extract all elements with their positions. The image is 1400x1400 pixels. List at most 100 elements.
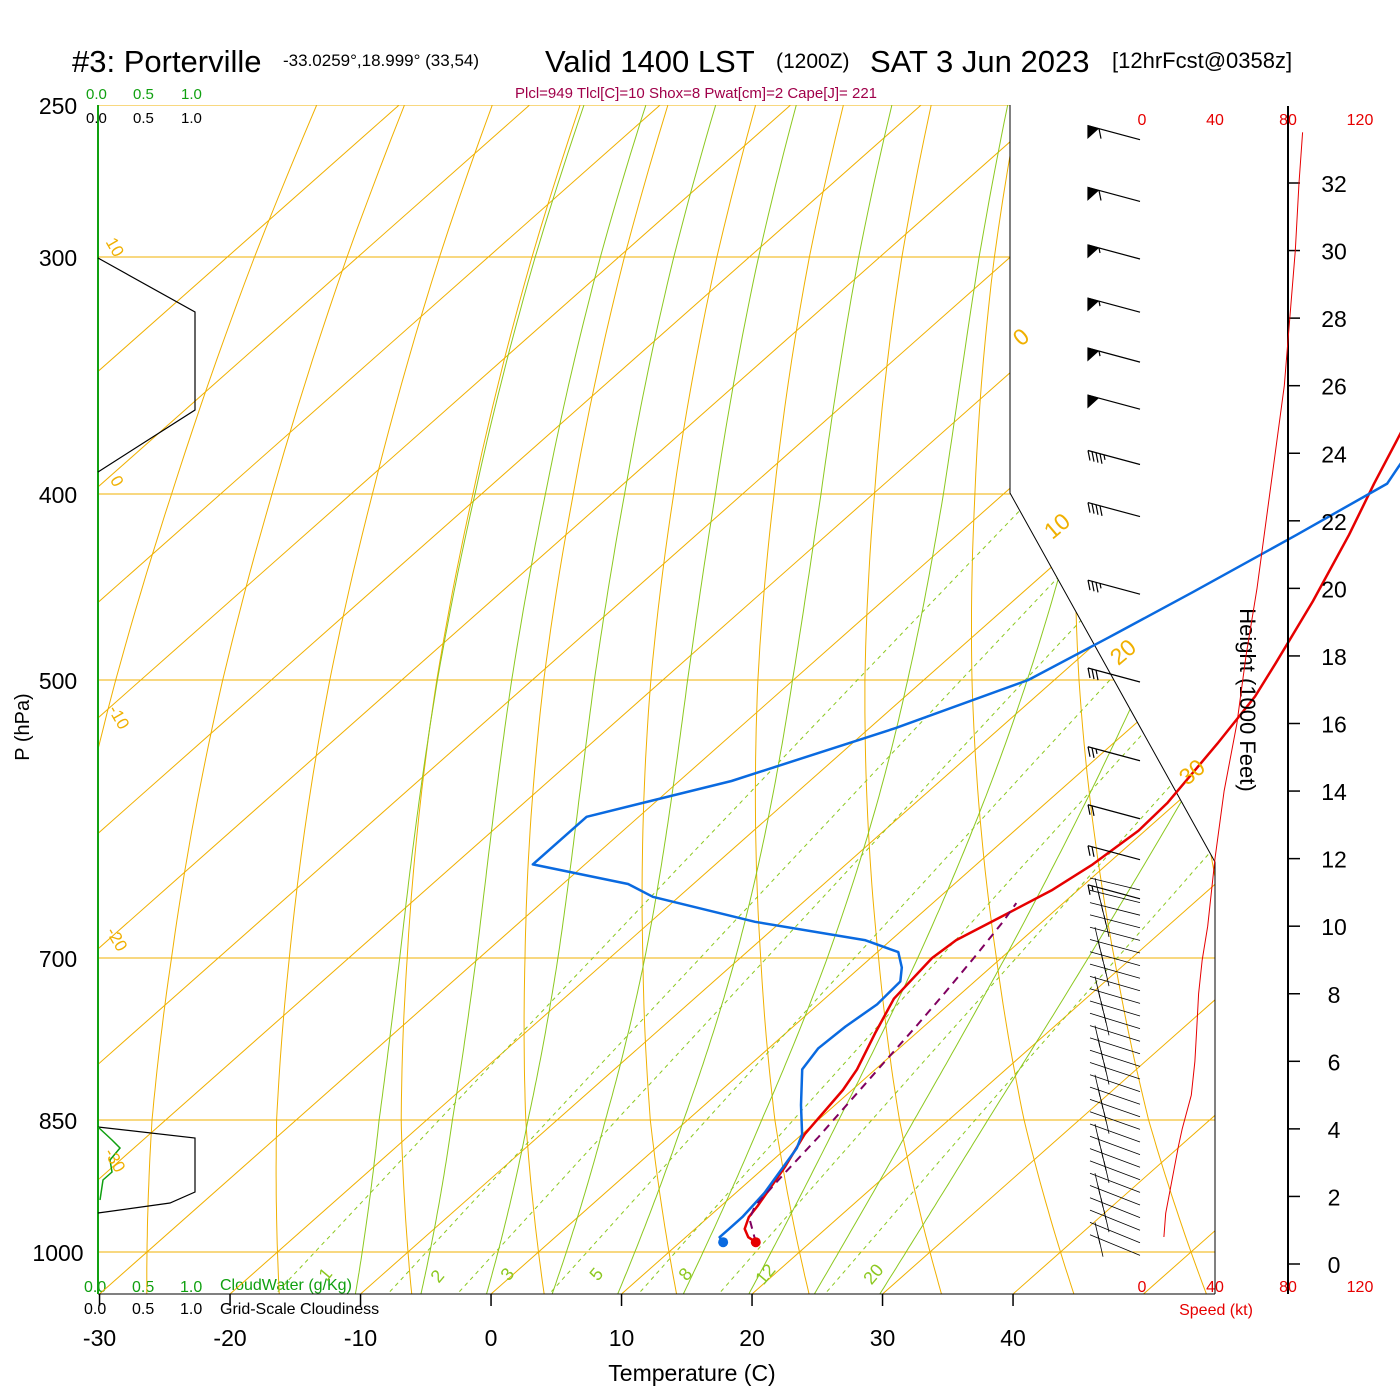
wind-barb-half-flag [1103, 454, 1106, 460]
y-axis-label: P (hPa) [12, 693, 34, 760]
wind-barb-staff [1089, 1123, 1141, 1143]
cloudiness-tick: 0.0 [84, 1301, 106, 1318]
thermodynamic-grid [98, 105, 1215, 1294]
mixing-ratio-label: 3 [497, 1264, 519, 1285]
wind-barb-staff [1087, 579, 1141, 595]
wind-barb-flag [1095, 504, 1099, 515]
temperature-tick-label: -10 [344, 1325, 377, 1351]
isotherm-label: 0 [106, 472, 127, 490]
wind-barb-staff [1089, 1000, 1141, 1017]
pressure-tick-label: 850 [39, 1108, 77, 1134]
wind-barb-staff [1089, 1025, 1141, 1042]
wind-barb-half-flag [1098, 301, 1101, 307]
pressure-tick-label: 1000 [32, 1240, 83, 1266]
wind-barb-staff [1089, 976, 1141, 992]
wind-barb-flag [1091, 581, 1095, 592]
temperature-axis: -30 -20 -10 0 10 20 30 40 [83, 1294, 1026, 1351]
wind-barb-flag [1091, 451, 1095, 462]
moist-adiabat-line [484, 105, 717, 1294]
wind-barb [1087, 449, 1141, 466]
cloudiness-tick: 1.0 [181, 110, 202, 127]
wind-barb-staff [1089, 1099, 1141, 1118]
moist-adiabat-line [876, 105, 1215, 1294]
wind-speed-profile [1163, 132, 1304, 1238]
wind-barb-flag [1087, 845, 1091, 856]
dry-adiabat-line [400, 105, 593, 1294]
cloudwater-tick: 1.0 [181, 86, 202, 103]
wind-barb [1087, 804, 1141, 820]
wind-barb-pennant [1087, 186, 1100, 201]
isotherm-label: -20 [102, 924, 131, 955]
isotherm-label: 10 [102, 234, 128, 260]
height-tick-label: 10 [1321, 914, 1347, 940]
cloudiness-tick: 0.5 [132, 1301, 154, 1318]
moist-adiabat-line [549, 105, 797, 1294]
isotherm-line [98, 105, 406, 1294]
dry-adiabat-label: 0 [1008, 323, 1035, 351]
isotherm-line [875, 105, 1215, 1294]
moist-adiabat-line [354, 105, 585, 1294]
cloudiness-tick: 1.0 [180, 1301, 202, 1318]
temperature-tick-label: 40 [1000, 1325, 1026, 1351]
wind-barb-staff [1089, 1148, 1141, 1168]
isotherm-line [353, 105, 1215, 1294]
wind-barb-flag [1095, 670, 1099, 681]
wind-barb-staff [1089, 1160, 1141, 1181]
speed-tick-label: 80 [1279, 112, 1297, 129]
wind-barb [1087, 502, 1141, 518]
surface-dewpoint-marker [718, 1237, 729, 1248]
wind-barb-staff [1089, 1197, 1141, 1218]
speed-tick-label: 120 [1347, 112, 1374, 129]
height-axis-label: Height (1000 Feet) [1235, 608, 1260, 791]
dry-adiabat-line [641, 105, 766, 1294]
wind-barb-flag [1087, 746, 1091, 757]
dry-adiabat-line [275, 105, 506, 1294]
pressure-tick-label: 500 [39, 668, 77, 694]
wind-barb-staff [1089, 1074, 1141, 1092]
mixing-ratio-line [551, 493, 1215, 1292]
wind-barb-staff [1089, 1012, 1141, 1029]
valid-time: Valid 1400 LST [545, 44, 755, 79]
height-tick-label: 4 [1328, 1117, 1341, 1143]
height-tick-label: 6 [1328, 1049, 1341, 1075]
wind-barb-pennant [1087, 244, 1100, 259]
wind-barb-flag [1087, 502, 1091, 513]
wind-barb-staff [1089, 926, 1141, 941]
isotherm-line [98, 105, 536, 1294]
wind-barb-flag [1095, 582, 1099, 593]
wind-barb-staff [1089, 1172, 1141, 1193]
wind-barb-staff [1089, 1049, 1141, 1067]
wind-barb-flag [1087, 804, 1091, 815]
dewpoint-trace [531, 462, 1400, 1243]
cloudwater-label: CloudWater (g/Kg) [220, 1277, 352, 1294]
dry-adiabat-line [864, 105, 944, 1294]
wind-barb-staff [1089, 1062, 1141, 1080]
height-tick-label: 30 [1321, 239, 1347, 265]
speed-tick-label: 0 [1138, 112, 1147, 129]
wind-barb-flag [1091, 747, 1095, 758]
sounding-traces [531, 431, 1400, 1248]
wind-barb [1087, 746, 1141, 762]
station-coordinates: -33.0259°,18.999° (33,54) [283, 51, 479, 70]
wind-barb-flag [1091, 805, 1095, 816]
temperature-tick-label: 20 [739, 1325, 765, 1351]
x-axis-label: Temperature (C) [608, 1360, 775, 1386]
wind-barb-half-flag [1095, 748, 1098, 755]
cloudiness-upper [97, 257, 196, 473]
wind-barb-half-flag [1098, 247, 1101, 254]
pressure-tick-label: 300 [39, 245, 77, 271]
chart-header: #3: Porterville -33.0259°,18.999° (33,54… [72, 44, 1292, 102]
moist-adiabat-line [615, 105, 893, 1294]
cloudwater-profile [97, 1126, 122, 1201]
wind-barb-staff [1089, 1037, 1141, 1055]
isotherm-label: -30 [100, 1145, 129, 1176]
cloudiness-lower [97, 1126, 196, 1214]
wind-barb [1087, 394, 1141, 410]
forecast-label: [12hrFcst@0358z] [1112, 48, 1292, 73]
height-tick-label: 14 [1321, 779, 1347, 805]
pressure-tick-label: 400 [39, 482, 77, 508]
mixing-ratio-label: 8 [675, 1264, 697, 1285]
